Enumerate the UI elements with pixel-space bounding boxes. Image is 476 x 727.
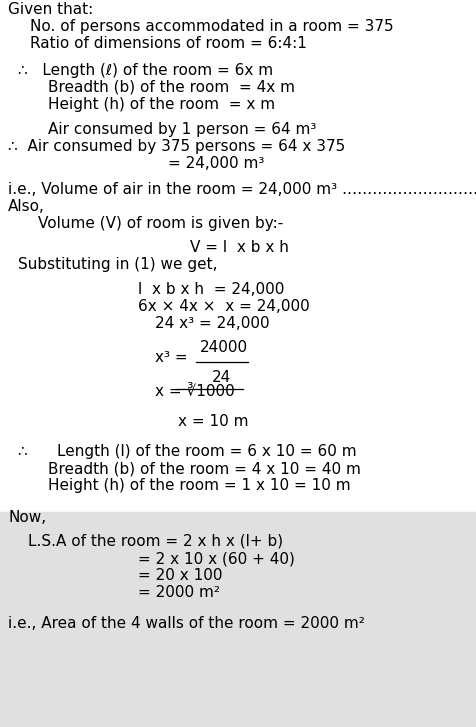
Text: = 2 x 10 x (60 + 40): = 2 x 10 x (60 + 40): [138, 551, 294, 566]
Text: 24000: 24000: [199, 340, 248, 355]
Text: = 2000 m²: = 2000 m²: [138, 585, 219, 600]
Text: = 20 x 100: = 20 x 100: [138, 568, 222, 583]
Text: x = ∛1000: x = ∛1000: [155, 384, 234, 399]
Text: ∴   Length (ℓ) of the room = 6x m: ∴ Length (ℓ) of the room = 6x m: [18, 63, 273, 78]
Text: Substituting in (1) we get,: Substituting in (1) we get,: [18, 257, 217, 272]
Text: L.S.A of the room = 2 x h x (l+ b): L.S.A of the room = 2 x h x (l+ b): [28, 534, 283, 549]
Text: Breadth (b) of the room  = 4x m: Breadth (b) of the room = 4x m: [48, 80, 294, 95]
Text: Volume (V) of room is given by:-: Volume (V) of room is given by:-: [38, 216, 283, 231]
Text: 6x × 4x ×  x = 24,000: 6x × 4x × x = 24,000: [138, 299, 309, 314]
Text: V = l  x b x h: V = l x b x h: [189, 240, 288, 255]
Text: 24: 24: [211, 370, 231, 385]
Text: i.e., Volume of air in the room = 24,000 m³ ………………………… (1): i.e., Volume of air in the room = 24,000…: [8, 182, 476, 197]
Bar: [0, 512, 476, 727]
Text: Height (h) of the room  = x m: Height (h) of the room = x m: [48, 97, 275, 112]
Text: x³ =: x³ =: [155, 350, 187, 365]
Text: l  x b x h  = 24,000: l x b x h = 24,000: [138, 282, 284, 297]
Text: Given that:: Given that:: [8, 2, 93, 17]
Text: Ratio of dimensions of room = 6:4:1: Ratio of dimensions of room = 6:4:1: [30, 36, 306, 51]
Text: ∴  Air consumed by 375 persons = 64 x 375: ∴ Air consumed by 375 persons = 64 x 375: [8, 139, 345, 154]
Text: i.e., Area of the 4 walls of the room = 2000 m²: i.e., Area of the 4 walls of the room = …: [8, 616, 364, 631]
Text: Also,: Also,: [8, 199, 45, 214]
Text: 24 x³ = 24,000: 24 x³ = 24,000: [155, 316, 269, 331]
Text: Now,: Now,: [8, 510, 46, 525]
Text: Air consumed by 1 person = 64 m³: Air consumed by 1 person = 64 m³: [48, 122, 316, 137]
Text: x = 10 m: x = 10 m: [178, 414, 248, 429]
Text: = 24,000 m³: = 24,000 m³: [168, 156, 264, 171]
Text: ∴      Length (l) of the room = 6 x 10 = 60 m: ∴ Length (l) of the room = 6 x 10 = 60 m: [18, 444, 356, 459]
Text: No. of persons accommodated in a room = 375: No. of persons accommodated in a room = …: [30, 19, 393, 34]
Text: Breadth (b) of the room = 4 x 10 = 40 m: Breadth (b) of the room = 4 x 10 = 40 m: [48, 461, 360, 476]
Text: Height (h) of the room = 1 x 10 = 10 m: Height (h) of the room = 1 x 10 = 10 m: [48, 478, 350, 493]
